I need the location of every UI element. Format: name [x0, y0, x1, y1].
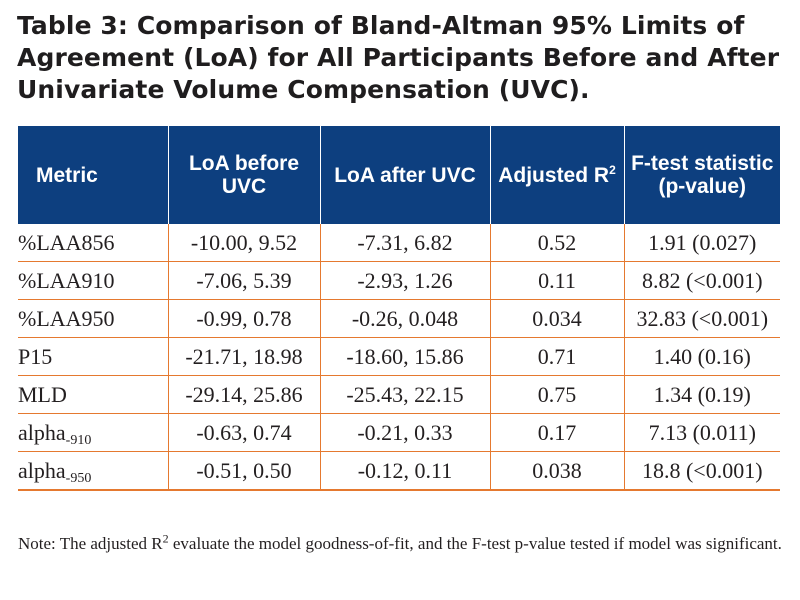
header-f-test: F-test statistic (p-value): [623, 126, 780, 224]
comparison-table: Metric LoA before UVC LoA after UVC Adju…: [18, 126, 780, 491]
table-title: Table 3: Comparison of Bland-Altman 95% …: [17, 11, 780, 104]
metric-suffix: -950: [65, 470, 92, 486]
header-loa-after: LoA after UVC: [319, 126, 490, 224]
header-adjusted-r2-superscript: 2: [609, 162, 616, 177]
cell-loa-after: -0.12, 0.11: [319, 451, 490, 491]
metric-name: P15: [18, 343, 53, 369]
note-text-end: evaluate the model goodness-of-fit, and …: [168, 534, 782, 553]
cell-f-test: 7.13 (0.011): [623, 413, 780, 452]
cell-metric: alpha-950: [18, 451, 168, 491]
cell-loa-after: -0.21, 0.33: [319, 413, 490, 452]
cell-loa-after: -7.31, 6.82: [319, 224, 490, 262]
cell-f-test: 1.91 (0.027): [623, 224, 780, 262]
table-row: alpha-910 -0.63, 0.74 -0.21, 0.33 0.17 7.13 …: [18, 413, 780, 452]
cell-loa-before: -10.00, 9.52: [167, 224, 320, 262]
metric-suffix: -910: [65, 432, 92, 448]
table-row: %LAA950 -0.99, 0.78 -0.26, 0.048 0.034 32.83…: [18, 299, 780, 338]
table-body: %LAA856 -10.00, 9.52 -7.31, 6.82 0.52 1.91 (…: [18, 224, 780, 491]
cell-f-test: 18.8 (<0.001): [623, 451, 780, 491]
cell-loa-before: -0.63, 0.74: [167, 413, 320, 452]
table-row: %LAA910 -7.06, 5.39 -2.93, 1.26 0.11 8.82 (<…: [18, 261, 780, 300]
metric-name: %LAA: [18, 305, 82, 331]
cell-f-test: 1.40 (0.16): [623, 337, 780, 376]
table-row: %LAA856 -10.00, 9.52 -7.31, 6.82 0.52 1.91 (…: [18, 224, 780, 262]
cell-metric: %LAA950: [18, 299, 168, 338]
metric-name: alpha: [18, 419, 66, 445]
metric-suffix: 856: [81, 229, 115, 255]
table-row: alpha-950 -0.51, 0.50 -0.12, 0.11 0.038 18.8…: [18, 451, 780, 491]
cell-loa-before: -21.71, 18.98: [167, 337, 320, 376]
cell-loa-after: -2.93, 1.26: [319, 261, 490, 300]
cell-metric: %LAA910: [18, 261, 168, 300]
table-header: Metric LoA before UVC LoA after UVC Adju…: [18, 126, 780, 224]
comparison-table-container: Metric LoA before UVC LoA after UVC Adju…: [18, 126, 780, 491]
cell-metric: %LAA856: [18, 224, 168, 262]
cell-adjusted-r2: 0.11: [489, 261, 624, 300]
cell-loa-after: -25.43, 22.15: [319, 375, 490, 414]
header-metric: Metric: [18, 126, 168, 224]
cell-loa-before: -29.14, 25.86: [167, 375, 320, 414]
cell-loa-after: -0.26, 0.048: [319, 299, 490, 338]
header-adjusted-r2-label: Adjusted R: [498, 163, 610, 187]
table-row: P15 -21.71, 18.98 -18.60, 15.86 0.71 1.40 (0…: [18, 337, 780, 376]
cell-adjusted-r2: 0.038: [489, 451, 624, 491]
header-loa-before: LoA before UVC: [167, 126, 320, 224]
cell-adjusted-r2: 0.52: [489, 224, 624, 262]
metric-name: %LAA: [18, 229, 82, 255]
header-adjusted-r2: Adjusted R2: [489, 126, 624, 224]
metric-suffix: 910: [81, 267, 115, 293]
cell-loa-before: -0.99, 0.78: [167, 299, 320, 338]
cell-adjusted-r2: 0.71: [489, 337, 624, 376]
note-superscript: 2: [162, 531, 169, 546]
cell-adjusted-r2: 0.17: [489, 413, 624, 452]
cell-metric: P15: [18, 337, 168, 376]
cell-f-test: 1.34 (0.19): [623, 375, 780, 414]
cell-loa-after: -18.60, 15.86: [319, 337, 490, 376]
cell-f-test: 32.83 (<0.001): [623, 299, 780, 338]
note-text-start: Note: The adjusted R: [18, 534, 163, 553]
table-row: MLD -29.14, 25.86 -25.43, 22.15 0.75 1.34 (0…: [18, 375, 780, 414]
metric-name: MLD: [18, 381, 67, 407]
metric-name: %LAA: [18, 267, 82, 293]
cell-metric: alpha-910: [18, 413, 168, 452]
cell-loa-before: -0.51, 0.50: [167, 451, 320, 491]
cell-f-test: 8.82 (<0.001): [623, 261, 780, 300]
cell-adjusted-r2: 0.75: [489, 375, 624, 414]
header-row: Metric LoA before UVC LoA after UVC Adju…: [18, 126, 780, 224]
cell-loa-before: -7.06, 5.39: [167, 261, 320, 300]
cell-adjusted-r2: 0.034: [489, 299, 624, 338]
table-note: Note: The adjusted R2 evaluate the model…: [18, 532, 786, 555]
cell-metric: MLD: [18, 375, 168, 414]
metric-name: alpha: [18, 457, 66, 483]
metric-suffix: 950: [81, 305, 115, 331]
